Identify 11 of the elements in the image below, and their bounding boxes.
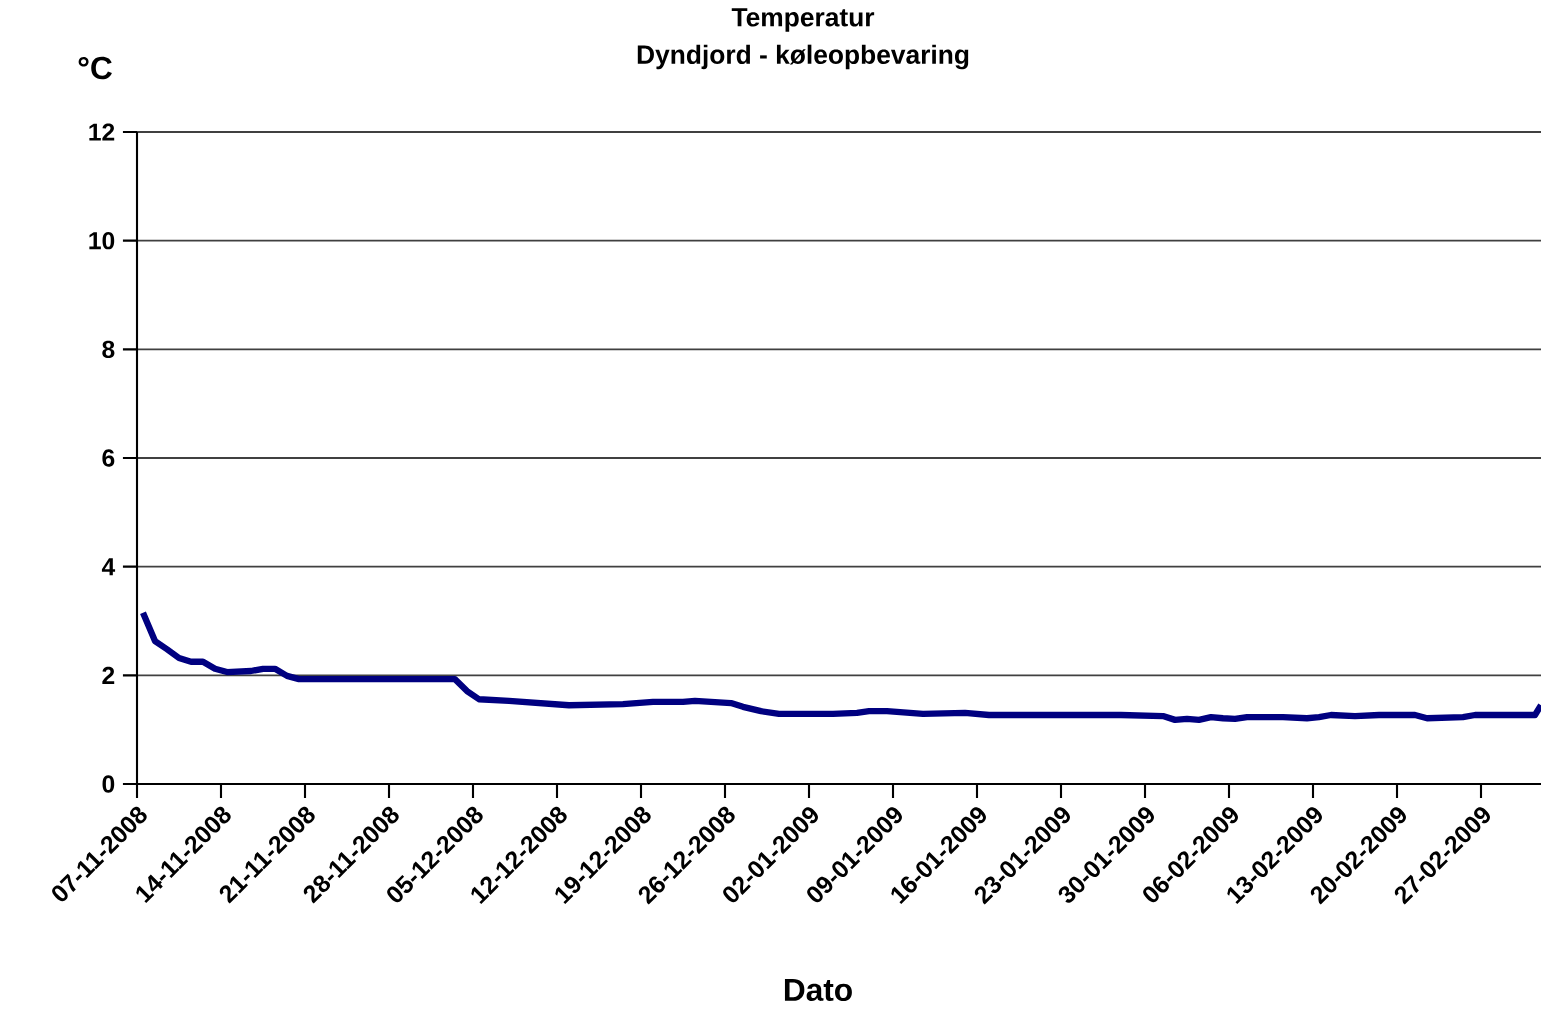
y-tick-label: 10 — [89, 231, 115, 250]
y-tick-label: 0 — [102, 775, 115, 793]
y-tick-label: 8 — [102, 340, 115, 359]
y-axis-title: °C — [78, 56, 112, 80]
chart-title: Temperatur — [731, 8, 875, 32]
y-tick-label: 2 — [102, 666, 115, 684]
y-tick-label: 12 — [89, 123, 115, 141]
x-axis-title: Dato — [784, 978, 852, 1002]
chart-subtitle: Dyndjord - køleopbevaring — [637, 44, 969, 70]
y-tick-label: 6 — [102, 449, 115, 467]
y-tick-label: 4 — [101, 558, 116, 576]
